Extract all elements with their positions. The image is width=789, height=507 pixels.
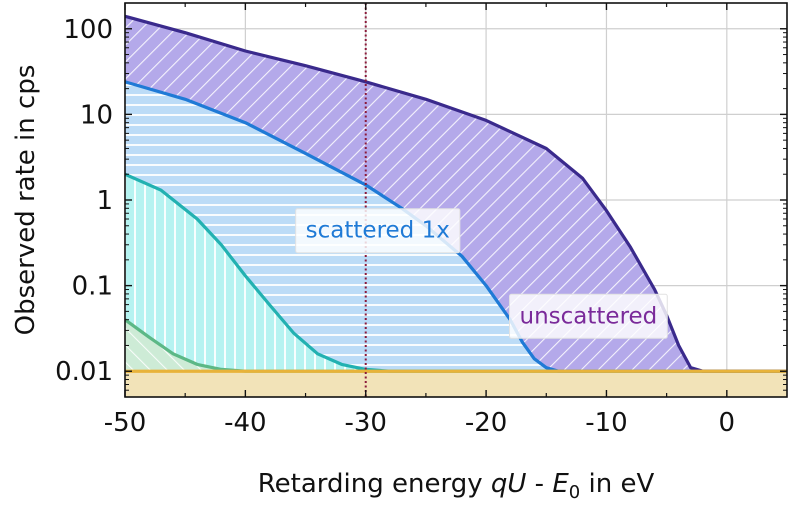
y-axis-title: Observed rate in cps (11, 65, 41, 336)
x-tick-label: -30 (344, 408, 386, 438)
ticks: -50 -40 -30 -20 -10 0 0.01 0.1 1 10 100 (55, 3, 787, 438)
series-line-unscattered (125, 14, 787, 373)
x-axis-title-mid: - (526, 469, 552, 499)
hatch-scattered3 (125, 319, 787, 372)
x-axis-title-suffix: in eV (580, 469, 654, 499)
x-axis-title-prefix: Retarding energy (258, 469, 491, 499)
annotations: scattered 1x unscattered (295, 208, 668, 339)
annotation-scattered: scattered 1x (295, 208, 461, 254)
x-axis-title-sub: 0 (569, 482, 580, 503)
y-tick-label: 100 (63, 15, 113, 45)
x-tick-label: -50 (104, 408, 146, 438)
hatch-scattered2 (125, 174, 787, 372)
area-layer (125, 16, 787, 397)
x-axis-title-var1: qU (491, 469, 527, 499)
x-tick-label: -20 (465, 408, 507, 438)
x-axis-title: Retarding energy qU - E0 in eV (258, 469, 655, 503)
x-tick-label: 0 (719, 408, 736, 438)
annotation-label: unscattered (520, 303, 658, 329)
series-line-scattered1 (125, 80, 787, 373)
annotation-label: scattered 1x (306, 218, 450, 244)
x-axis-title-var2: E (552, 469, 569, 499)
y-tick-label: 10 (80, 100, 113, 130)
line-layer (125, 3, 787, 397)
x-tick-label: -10 (585, 408, 627, 438)
x-tick-label: -40 (224, 408, 266, 438)
y-tick-label: 0.01 (55, 357, 113, 387)
y-tick-label: 0.1 (72, 272, 113, 302)
annotation-unscattered: unscattered (509, 293, 668, 339)
y-tick-label: 1 (96, 186, 113, 216)
background-band (125, 371, 787, 397)
annotation-box (295, 208, 461, 254)
annotation-box (509, 293, 668, 339)
hatch-scattered1 (125, 81, 787, 372)
